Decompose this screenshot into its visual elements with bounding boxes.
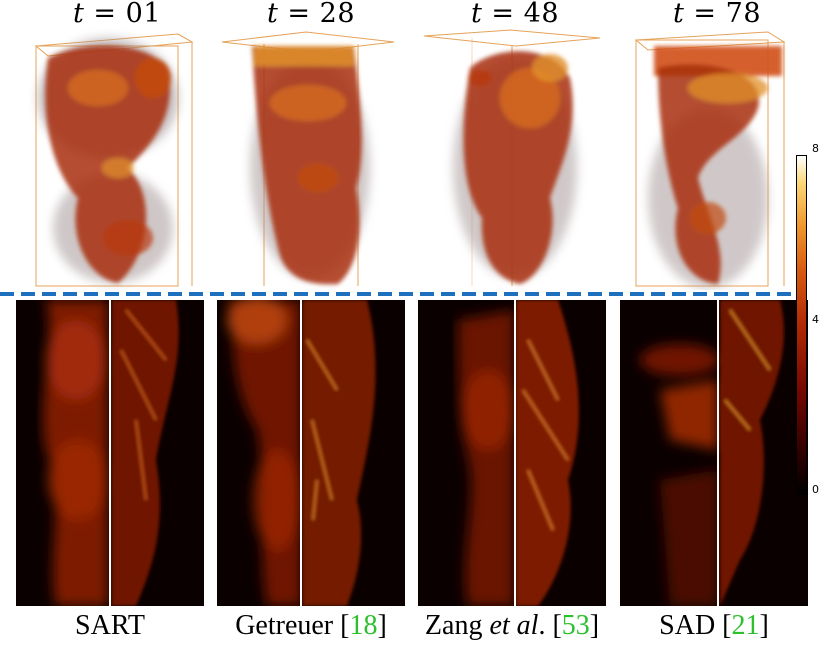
time-variable: t (266, 0, 279, 29)
dashed-divider (0, 292, 800, 296)
time-value: 48 (523, 0, 559, 29)
time-variable: t (672, 0, 685, 29)
method-name: Getreuer (235, 610, 341, 641)
citation-link[interactable]: 18 (349, 610, 378, 641)
volume-rendering-2 (221, 31, 395, 286)
method-name: SART (75, 610, 145, 641)
colorbar-mid-label: 4 (812, 313, 819, 326)
method-name-dot: . (538, 610, 553, 641)
volume-rendering-1 (34, 33, 194, 287)
time-value: 01 (125, 0, 161, 29)
slice-panel-zang (418, 300, 606, 606)
method-name-italic: et al (489, 610, 539, 641)
method-name: Zang (424, 610, 490, 641)
method-name: SAD (659, 610, 723, 641)
slice-panel-sad (620, 300, 808, 606)
method-caption-getreuer: Getreuer [18] (235, 610, 387, 641)
slice-panel-sart (16, 300, 204, 606)
citation-link[interactable]: 53 (561, 610, 590, 641)
time-variable: t (470, 0, 483, 29)
volume-rendering-4 (634, 31, 786, 288)
citation-link[interactable]: 21 (731, 610, 760, 641)
time-value: 78 (725, 0, 761, 29)
colorbar (796, 155, 807, 495)
method-caption-zang: Zang et al. [53] (424, 610, 600, 641)
timestep-label-4: t = 78 (672, 0, 761, 29)
timestep-label-2: t = 28 (266, 0, 355, 29)
timestep-label-1: t = 01 (72, 0, 161, 29)
colorbar-min-label: 0 (812, 483, 819, 496)
time-value: 28 (319, 0, 355, 29)
method-caption-sart: SART (5, 610, 215, 642)
time-variable: t (72, 0, 85, 29)
colorbar-max-label: 8 (812, 142, 819, 155)
volume-rendering-3 (423, 29, 601, 286)
timestep-label-3: t = 48 (470, 0, 559, 29)
method-caption-sad: SAD [21] (659, 610, 769, 641)
slice-panel-getreuer (217, 300, 405, 606)
